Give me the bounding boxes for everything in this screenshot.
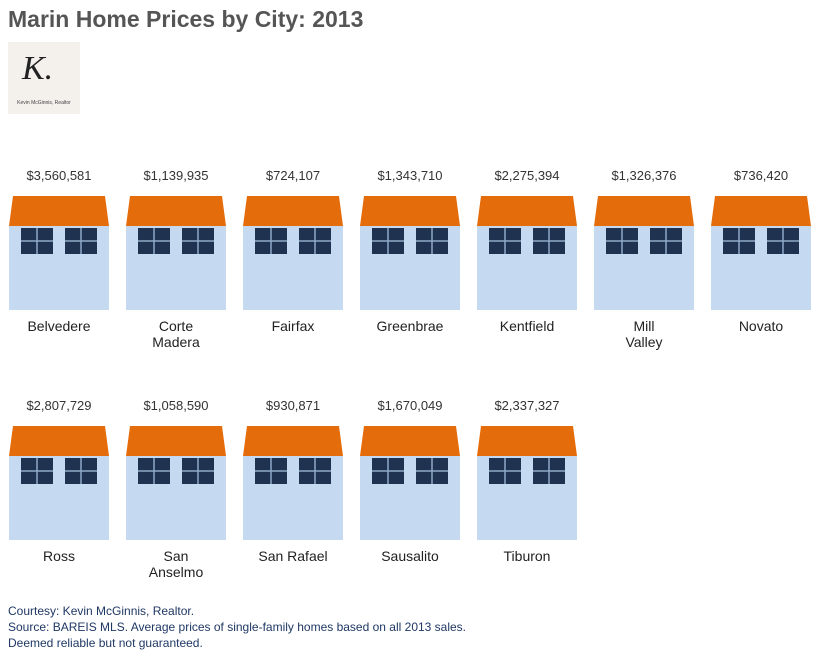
house-icon (477, 426, 577, 540)
logo-initial: K. (22, 50, 54, 87)
price-label: $724,107 (265, 168, 321, 183)
price-label: $2,807,729 (26, 398, 92, 413)
city-name: San Rafael (258, 548, 328, 564)
city-name: Mill Valley (625, 318, 663, 350)
house (9, 426, 109, 547)
price-label: $1,343,710 (377, 168, 443, 183)
house (243, 426, 343, 547)
house (711, 196, 811, 317)
city-name: Kentfield (499, 318, 555, 334)
house-icon (9, 426, 109, 540)
house-icon (594, 196, 694, 310)
house (360, 426, 460, 547)
price-label: $3,560,581 (26, 168, 92, 183)
title: Marin Home Prices by City: 2013 (8, 6, 364, 32)
footer-line: Deemed reliable but not guaranteed. (8, 636, 203, 650)
house-icon (477, 196, 577, 310)
price-label: $1,139,935 (143, 168, 209, 183)
price-label: $2,275,394 (494, 168, 560, 183)
house (126, 196, 226, 317)
house-icon (9, 196, 109, 310)
city-name: Greenbrae (376, 318, 444, 334)
city-name: San Anselmo (148, 548, 204, 580)
price-label: $930,871 (265, 398, 321, 413)
house-icon (126, 426, 226, 540)
house-icon (711, 196, 811, 310)
footer-line: Source: BAREIS MLS. Average prices of si… (8, 620, 467, 634)
price-label: $1,058,590 (143, 398, 209, 413)
house (243, 196, 343, 317)
house-icon (126, 196, 226, 310)
house (594, 196, 694, 317)
price-label: $1,326,376 (611, 168, 677, 183)
house-icon (243, 426, 343, 540)
city-name: Novato (738, 318, 784, 334)
footer-line: Courtesy: Kevin McGinnis, Realtor. (8, 604, 195, 618)
house (126, 426, 226, 547)
price-label: $1,670,049 (377, 398, 443, 413)
price-label: $2,337,327 (494, 398, 560, 413)
city-name: Sausalito (381, 548, 439, 564)
city-name: Belvedere (27, 318, 91, 334)
city-name: Fairfax (271, 318, 315, 334)
house (477, 196, 577, 317)
price-label: $736,420 (733, 168, 789, 183)
house-icon (360, 196, 460, 310)
house-icon (360, 426, 460, 540)
city-name: Ross (43, 548, 75, 564)
house (9, 196, 109, 317)
logo-caption: Kevin McGinnis, Realtor (17, 100, 71, 106)
city-name: Corte Madera (152, 318, 200, 350)
city-name: Tiburon (503, 548, 551, 564)
house-icon (243, 196, 343, 310)
house (360, 196, 460, 317)
house (477, 426, 577, 547)
logo: K. Kevin McGinnis, Realtor (8, 42, 80, 114)
